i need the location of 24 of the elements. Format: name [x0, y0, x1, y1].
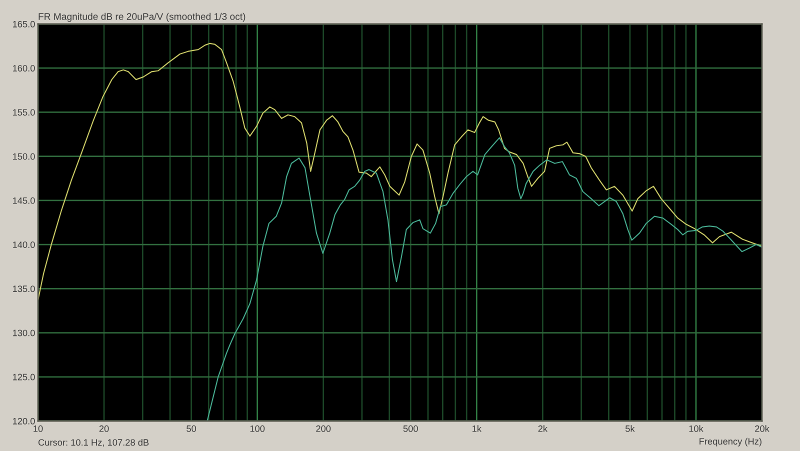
y-tick-label: 125.0	[12, 374, 35, 380]
x-tick-label: 10	[34, 425, 43, 432]
y-tick-label: 155.0	[12, 109, 35, 116]
y-tick-label: 160.0	[12, 65, 35, 72]
y-tick-label: 145.0	[12, 197, 35, 204]
x-tick-label: 20	[99, 425, 109, 432]
x-tick-label: 500	[403, 425, 418, 432]
y-tick-label: 130.0	[12, 330, 35, 336]
x-tick-label: 10k	[689, 425, 704, 432]
x-tick-label: 50	[186, 425, 196, 432]
text: Cursor: 10.1 Hz, 107.28 dB	[38, 438, 149, 447]
x-tick-label: 200	[316, 425, 331, 432]
y-tick-label: 165.0	[12, 20, 35, 28]
y-tick-label: 150.0	[12, 153, 35, 160]
y-tick-label: 140.0	[12, 241, 35, 248]
chart-title: FR Magnitude dB re 20uPa/V (smoothed 1/3 oct)	[38, 12, 246, 22]
y-tick-label: 120.0	[12, 418, 35, 424]
x-tick-label: 100	[250, 425, 265, 432]
x-tick-label: 1k	[472, 425, 482, 432]
x-tick-label: 2k	[538, 425, 548, 432]
y-tick-label: 135.0	[12, 286, 35, 292]
x-axis-title: Frequency (Hz)	[700, 438, 762, 446]
x-tick-label: 5k	[625, 425, 635, 432]
x-tick-label: 20k	[755, 425, 770, 432]
